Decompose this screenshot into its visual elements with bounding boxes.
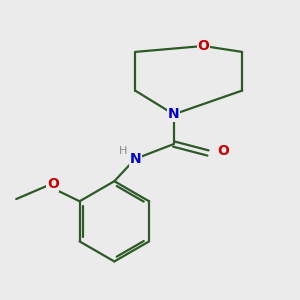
Text: N: N — [129, 152, 141, 166]
Text: O: O — [198, 39, 209, 53]
Text: O: O — [217, 145, 229, 158]
Text: N: N — [168, 107, 180, 121]
Text: O: O — [47, 177, 59, 191]
Text: H: H — [118, 146, 127, 157]
